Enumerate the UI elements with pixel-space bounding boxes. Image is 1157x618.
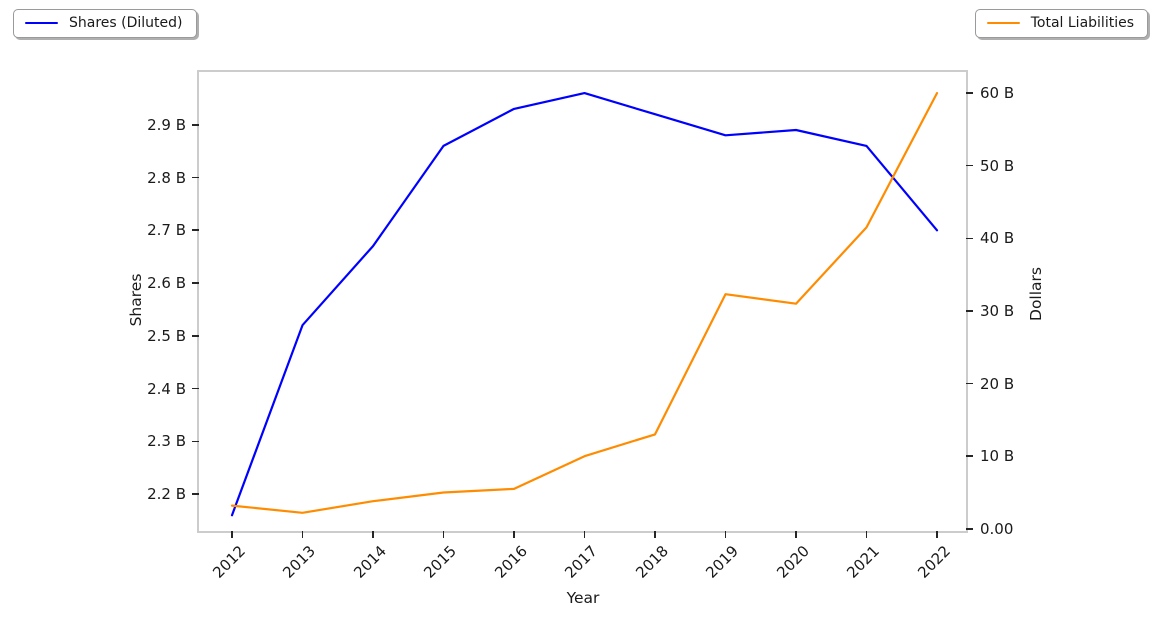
x-tick-mark [231,531,233,538]
right-tick-label: 10 B [980,447,1015,466]
x-tick-mark [442,531,445,538]
series-line-liabilities [230,92,939,514]
x-tick-label: 2015 [420,542,461,582]
line-chart [230,92,939,517]
right-tick-label: 0.00 [980,519,1014,538]
x-tick-label: 2013 [279,542,320,582]
left-tick-label: 2.7 B [147,221,186,240]
legend-liabilities: Total Liabilities [974,9,1148,38]
left-tick-mark [192,282,199,284]
x-tick-label: 2019 [702,542,743,582]
left-tick-mark [192,229,199,232]
x-tick-mark [372,531,374,538]
right-tick-mark [966,310,973,312]
right-tick-label: 50 B [980,156,1015,175]
x-tick-mark [513,531,515,538]
left-tick-label: 2.2 B [147,485,186,504]
shares-line-swatch [25,21,58,25]
liabilities-line-swatch [986,21,1020,25]
x-tick-label: 2018 [631,542,672,582]
x-tick-mark [724,531,727,538]
legend-shares: Shares (Diluted) [13,9,197,38]
x-tick-label: 2021 [843,542,884,582]
left-tick-label: 2.3 B [147,432,186,451]
left-tick-mark [192,334,199,337]
x-tick-label: 2012 [208,542,249,582]
left-tick-mark [192,176,199,179]
right-tick-mark [966,164,973,167]
right-tick-label: 40 B [980,229,1015,248]
right-tick-mark [966,528,973,530]
x-tick-mark [583,531,586,538]
right-tick-mark [966,237,973,240]
series-line-shares [230,92,939,517]
x-tick-mark [865,531,868,538]
x-axis-label: Year [566,589,600,607]
right-tick-mark [966,92,973,94]
x-tick-label: 2016 [490,542,531,582]
x-tick-mark [936,531,938,538]
right-tick-label: 30 B [980,301,1015,320]
left-tick-label: 2.6 B [147,274,186,293]
x-tick-label: 2014 [349,542,390,582]
legend-liabilities-label: Total Liabilities [1030,15,1134,31]
plot-area [197,70,968,533]
left-tick-mark [192,387,199,390]
left-tick-label: 2.9 B [147,115,186,134]
x-tick-mark [654,531,656,538]
left-tick-label: 2.8 B [147,168,186,187]
left-tick-mark [192,493,199,495]
right-tick-label: 60 B [980,84,1015,103]
left-tick-label: 2.4 B [147,379,186,398]
x-tick-label: 2017 [561,542,602,582]
x-tick-label: 2022 [913,542,954,582]
y-axis-label-right: Dollars [1027,267,1045,321]
left-tick-mark [192,440,199,443]
x-tick-mark [301,531,304,538]
left-tick-mark [192,123,199,126]
y-axis-label-left: Shares [127,273,145,327]
right-tick-label: 20 B [980,374,1015,393]
x-tick-mark [795,531,797,538]
left-tick-label: 2.5 B [147,326,186,345]
right-tick-mark [966,382,973,385]
x-tick-label: 2020 [772,542,813,582]
right-tick-mark [966,455,973,457]
legend-shares-label: Shares (Diluted) [69,15,183,31]
